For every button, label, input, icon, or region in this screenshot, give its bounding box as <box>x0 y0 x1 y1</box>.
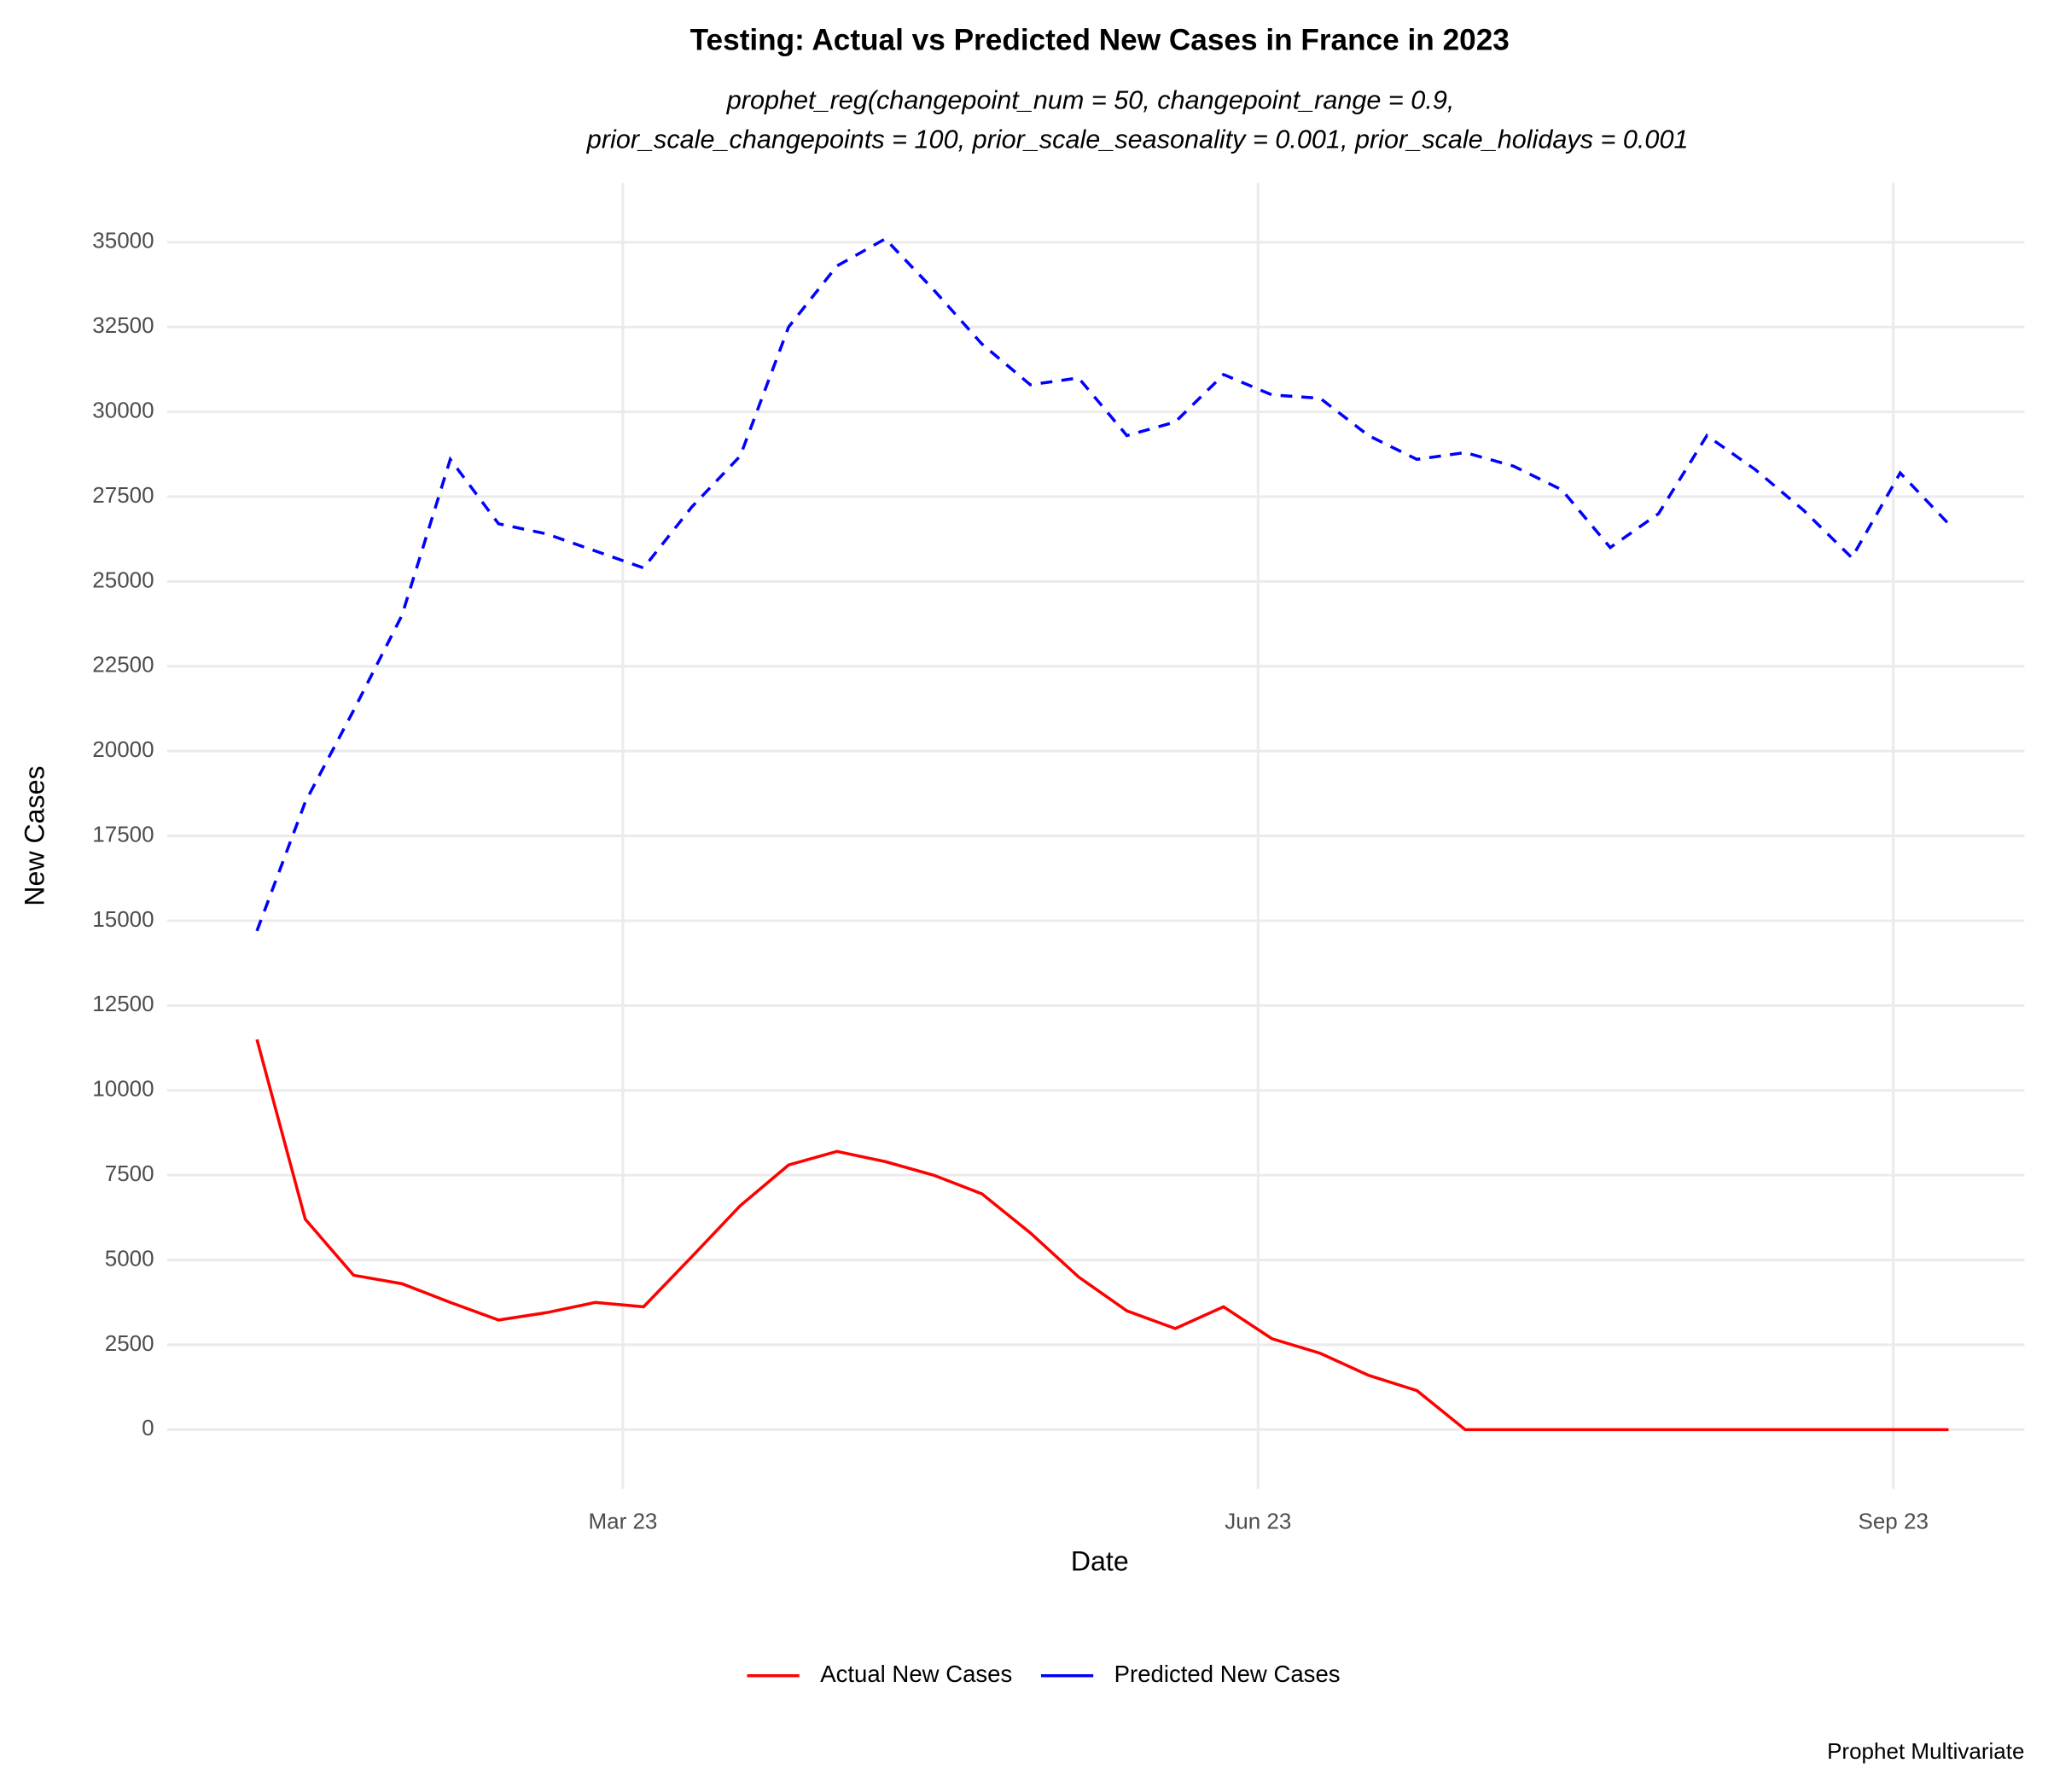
y-tick-label: 32500 <box>92 312 154 338</box>
chart-subtitle: prophet_reg(changepoint_num = 50, change… <box>726 85 1455 114</box>
y-tick-label: 2500 <box>105 1330 154 1356</box>
y-tick-label: 15000 <box>92 906 154 932</box>
y-tick-label: 35000 <box>92 228 154 253</box>
y-tick-label: 17500 <box>92 821 154 847</box>
data-line <box>255 236 1950 932</box>
y-tick-label: 20000 <box>92 736 154 762</box>
x-tick-label: Mar 23 <box>588 1509 657 1534</box>
y-tick-label: 27500 <box>92 482 154 508</box>
chart-title: Testing: Actual vs Predicted New Cases i… <box>690 23 1510 56</box>
x-axis-title: Date <box>1071 1546 1129 1577</box>
caption: Prophet Multivariate <box>1827 1738 2024 1764</box>
chart-subtitle: prior_scale_changepoints = 100, prior_sc… <box>586 125 1689 154</box>
legend-label: Actual New Cases <box>820 1661 1012 1687</box>
y-tick-label: 0 <box>142 1415 154 1440</box>
data-line <box>255 1039 1949 1432</box>
y-tick-label: 7500 <box>105 1161 154 1186</box>
y-tick-label: 12500 <box>92 991 154 1016</box>
y-tick-label: 5000 <box>105 1245 154 1271</box>
y-tick-label: 10000 <box>92 1076 154 1102</box>
x-tick-label: Sep 23 <box>1858 1509 1928 1534</box>
legend-label: Predicted New Cases <box>1114 1661 1341 1687</box>
y-tick-label: 30000 <box>92 398 154 423</box>
y-tick-label: 22500 <box>92 652 154 678</box>
x-tick-label: Jun 23 <box>1225 1509 1291 1534</box>
y-axis-title: New Cases <box>19 765 49 905</box>
y-tick-label: 25000 <box>92 567 154 592</box>
